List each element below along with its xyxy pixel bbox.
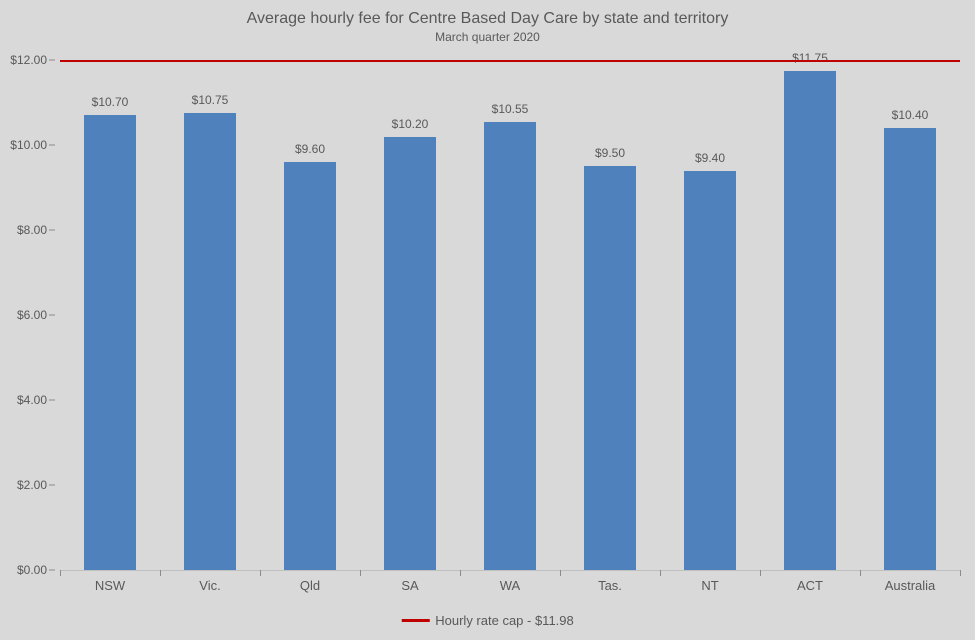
y-tick-label: $6.00 [17, 308, 47, 322]
chart-title: Average hourly fee for Centre Based Day … [0, 0, 975, 28]
x-tick-label: Tas. [598, 578, 622, 593]
bar-value-label: $9.50 [595, 146, 625, 160]
bar-value-label: $10.55 [492, 102, 529, 116]
x-tick-mark [860, 570, 861, 576]
y-tick-mark [49, 230, 55, 231]
y-tick-label: $4.00 [17, 393, 47, 407]
bar-value-label: $10.20 [392, 117, 429, 131]
x-tick-mark [360, 570, 361, 576]
bar-value-label: $9.60 [295, 142, 325, 156]
bar: $11.75 [784, 71, 836, 570]
y-tick-mark [49, 485, 55, 486]
x-tick-mark [260, 570, 261, 576]
y-tick-mark [49, 145, 55, 146]
y-tick-label: $8.00 [17, 223, 47, 237]
bar: $9.40 [684, 171, 736, 571]
bar-value-label: $11.75 [792, 51, 828, 65]
bar: $10.70 [84, 115, 136, 570]
x-tick-mark [960, 570, 961, 576]
x-tick-mark [560, 570, 561, 576]
bar: $10.40 [884, 128, 936, 570]
chart-container: Average hourly fee for Centre Based Day … [0, 0, 975, 640]
x-tick-mark [760, 570, 761, 576]
chart-subtitle: March quarter 2020 [0, 30, 975, 44]
y-tick-label: $12.00 [10, 53, 47, 67]
y-tick-mark [49, 60, 55, 61]
y-tick-mark [49, 570, 55, 571]
x-axis: NSW Vic. Qld SA WA Tas. NT ACT Australia [60, 570, 960, 600]
plot-area: $10.70 $10.75 $9.60 $10.20 $10.55 $9.50 $9.40 $… [60, 60, 960, 570]
x-tick-label: ACT [797, 578, 823, 593]
x-tick-label: Vic. [199, 578, 220, 593]
x-tick-mark [660, 570, 661, 576]
x-tick-mark [60, 570, 61, 576]
x-tick-label: NSW [95, 578, 125, 593]
bar: $10.75 [184, 113, 236, 570]
x-tick-mark [460, 570, 461, 576]
bar: $10.55 [484, 122, 536, 570]
bar: $9.60 [284, 162, 336, 570]
y-tick-label: $10.00 [10, 138, 47, 152]
hourly-rate-cap-line [60, 60, 960, 63]
legend-text: Hourly rate cap - $11.98 [435, 613, 574, 628]
y-tick-label: $0.00 [17, 563, 47, 577]
bar-value-label: $10.75 [192, 93, 229, 107]
bar-value-label: $10.40 [892, 108, 929, 122]
x-tick-label: SA [401, 578, 418, 593]
bar: $10.20 [384, 137, 436, 571]
x-tick-label: Qld [300, 578, 320, 593]
bars-layer: $10.70 $10.75 $9.60 $10.20 $10.55 $9.50 $9.40 $… [60, 60, 960, 570]
legend: Hourly rate cap - $11.98 [401, 613, 574, 628]
x-tick-label: Australia [885, 578, 936, 593]
bar-value-label: $10.70 [92, 95, 129, 109]
y-axis: $0.00$2.00$4.00$6.00$8.00$10.00$12.00 [0, 60, 55, 570]
y-tick-mark [49, 400, 55, 401]
y-tick-label: $2.00 [17, 478, 47, 492]
x-tick-mark [160, 570, 161, 576]
y-tick-mark [49, 315, 55, 316]
bar: $9.50 [584, 166, 636, 570]
legend-line-icon [401, 619, 429, 622]
bar-value-label: $9.40 [695, 151, 725, 165]
x-tick-label: NT [701, 578, 718, 593]
x-tick-label: WA [500, 578, 520, 593]
